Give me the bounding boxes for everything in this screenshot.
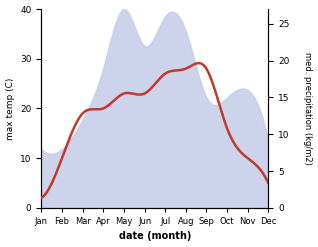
Y-axis label: max temp (C): max temp (C) (5, 77, 15, 140)
X-axis label: date (month): date (month) (119, 231, 191, 242)
Y-axis label: med. precipitation (kg/m2): med. precipitation (kg/m2) (303, 52, 313, 165)
